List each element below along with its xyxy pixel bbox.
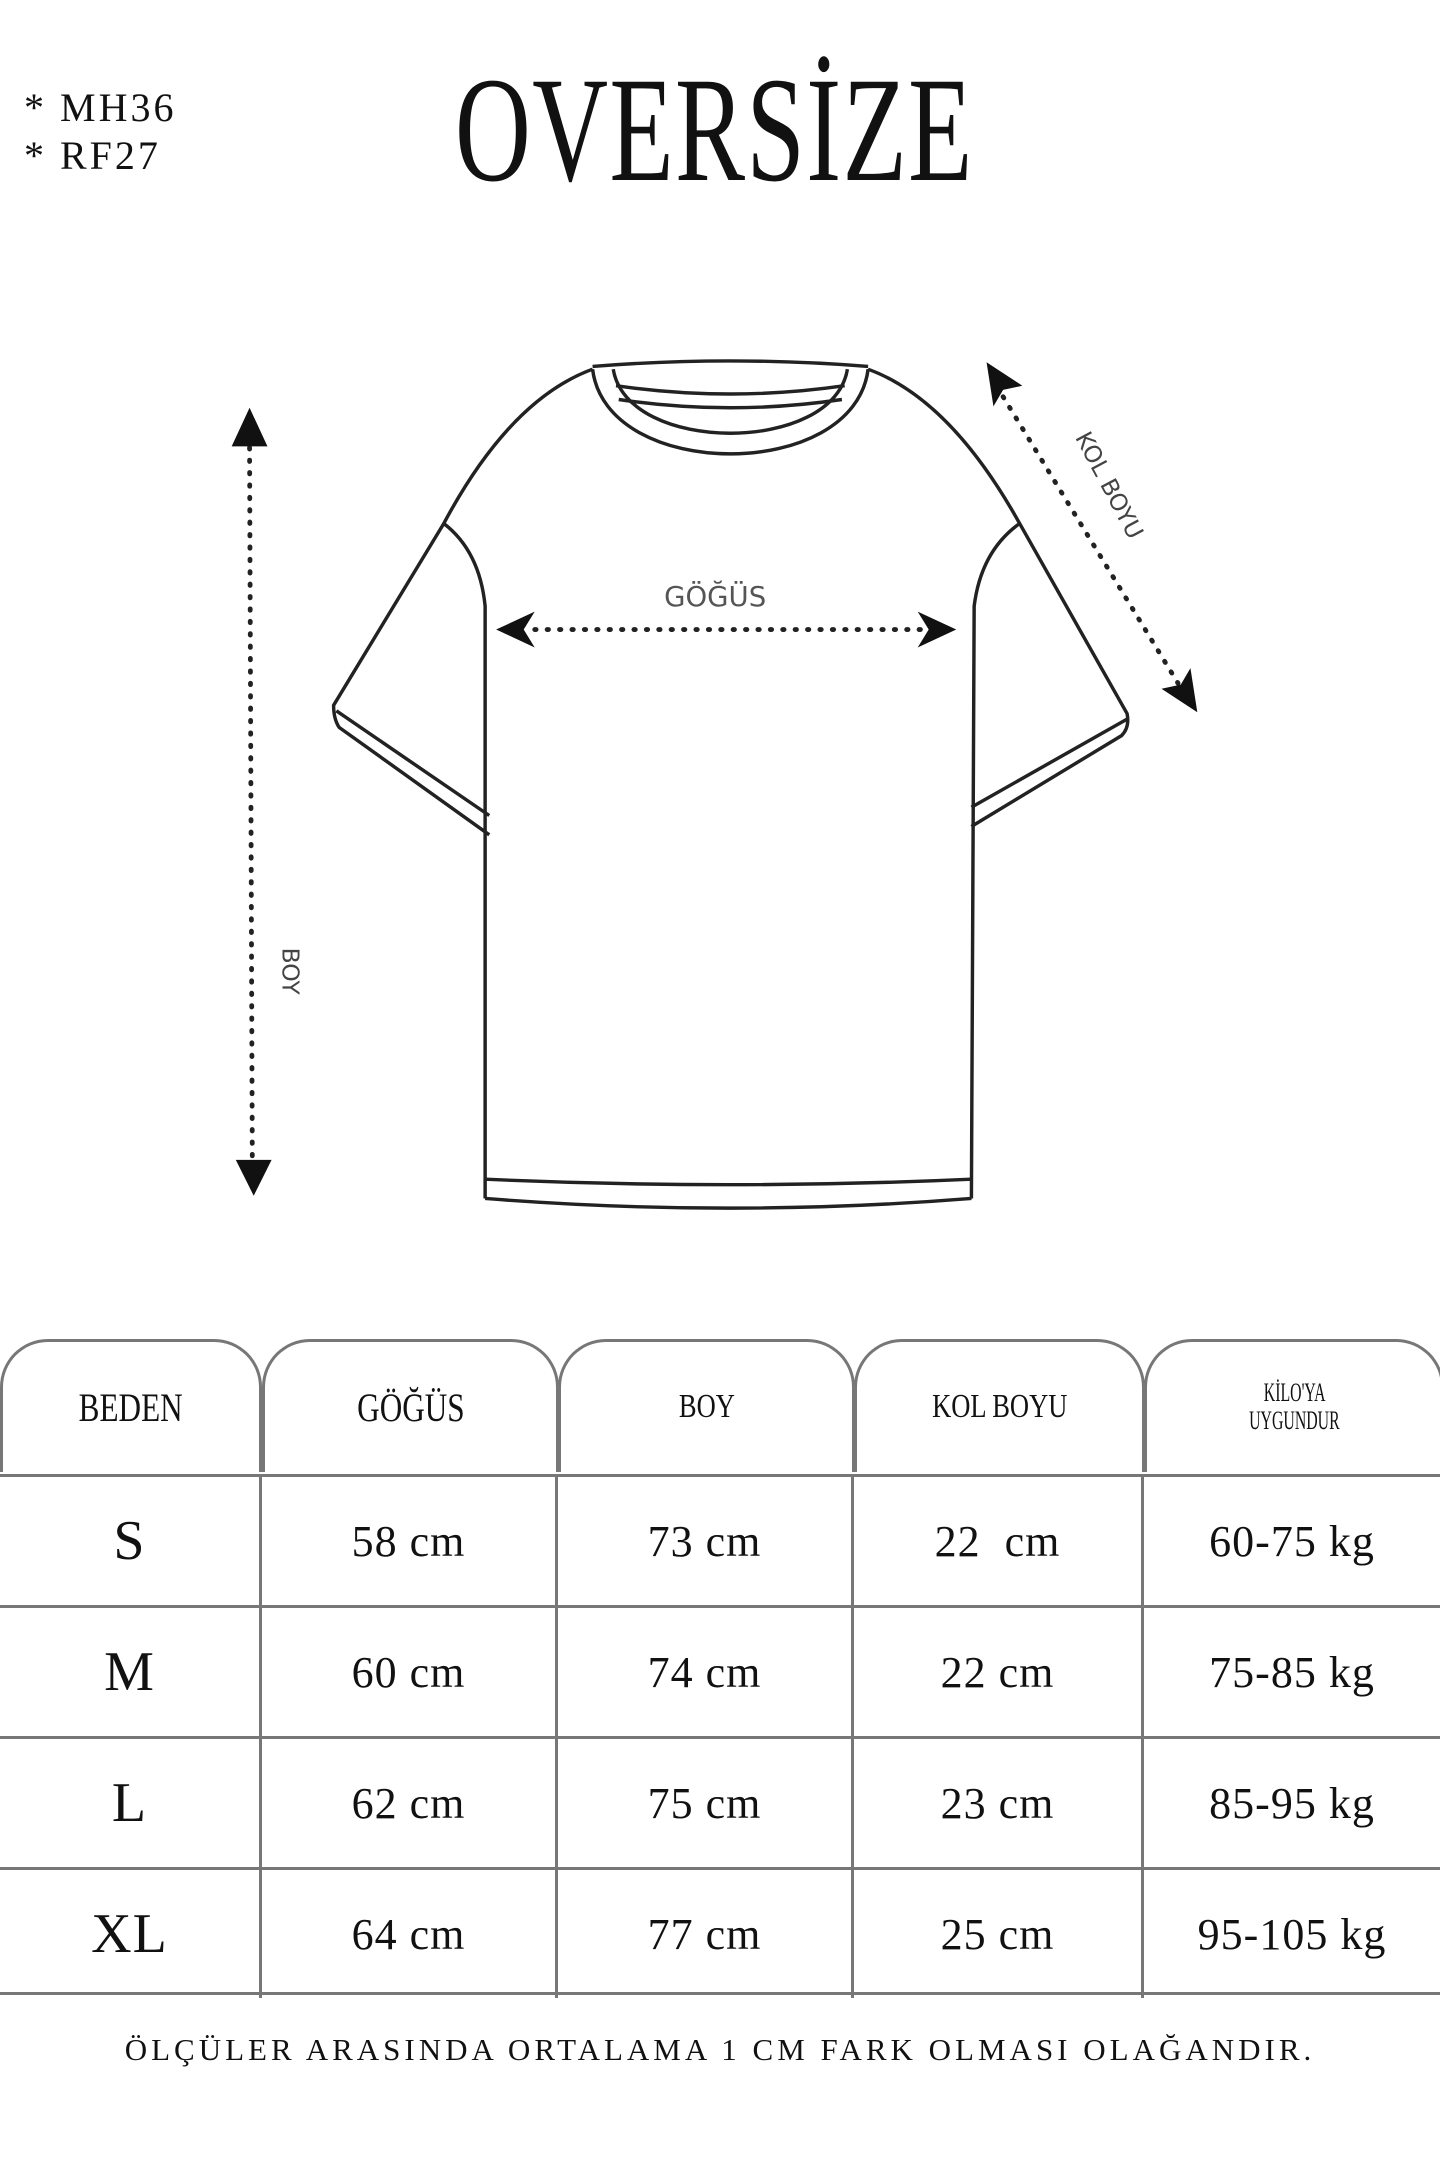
arrow-down-right-icon xyxy=(1161,668,1198,713)
column-header-weight: KİLO'YA UYGUNDUR xyxy=(1144,1339,1440,1472)
table-bottom-border xyxy=(0,1992,1440,1995)
column-header-sleeve: KOL BOYU xyxy=(854,1339,1145,1472)
table-row: S 58 cm 73 cm 22 cm 60-75 kg xyxy=(0,1474,1440,1605)
cell-length: 77 cm xyxy=(558,1870,854,1998)
cell-length: 74 cm xyxy=(558,1608,854,1736)
cell-sleeve: 23 cm xyxy=(854,1739,1144,1867)
header-text-line: KİLO'YA xyxy=(1263,1378,1325,1407)
tshirt-outline xyxy=(331,359,1130,1210)
header-text: GÖĞÜS xyxy=(356,1384,465,1430)
cell-length: 75 cm xyxy=(558,1739,854,1867)
cell-size: L xyxy=(0,1739,262,1867)
table-row: L 62 cm 75 cm 23 cm 85-95 kg xyxy=(0,1736,1440,1867)
cell-sleeve: 22 cm xyxy=(854,1608,1144,1736)
cell-sleeve: 22 cm xyxy=(854,1477,1144,1605)
header-text: KİLO'YA UYGUNDUR xyxy=(1236,1379,1352,1435)
cell-sleeve: 25 cm xyxy=(854,1870,1144,1998)
column-header-length: BOY xyxy=(558,1339,855,1472)
arrow-down-icon xyxy=(235,1159,272,1196)
cell-size: XL xyxy=(0,1870,262,1998)
chest-label: GÖĞÜS xyxy=(664,579,766,613)
page-title-text: OVERSİZE xyxy=(455,47,974,213)
header-text: BOY xyxy=(678,1388,735,1425)
header-text: KOL BOYU xyxy=(931,1388,1068,1425)
column-header-size: BEDEN xyxy=(0,1339,262,1472)
measurement-note: ÖLÇÜLER ARASINDA ORTALAMA 1 CM FARK OLMA… xyxy=(124,2032,1316,2067)
cell-weight: 60-75 kg xyxy=(1209,1516,1375,1566)
cell-chest: 58 cm xyxy=(262,1477,558,1605)
page-title: OVERSİZE xyxy=(455,47,1003,213)
length-arrow xyxy=(231,407,272,1196)
header-text-line: UYGUNDUR xyxy=(1248,1406,1340,1435)
cell-chest: 60 cm xyxy=(262,1608,558,1736)
table-header: BEDEN GÖĞÜS BOY KOL BOYU KİLO'YA UYGUNDUR xyxy=(0,1339,1440,1474)
arrow-up-icon xyxy=(231,407,268,447)
product-code: * MH36 xyxy=(24,85,177,130)
cell-chest: 62 cm xyxy=(262,1739,558,1867)
cell-weight: 95-105 kg xyxy=(1197,1909,1387,1959)
cell-size: S xyxy=(0,1477,262,1605)
table-row: M 60 cm 74 cm 22 cm 75-85 kg xyxy=(0,1605,1440,1736)
table-row: XL 64 cm 77 cm 25 cm 95-105 kg xyxy=(0,1867,1440,1998)
arrow-left-icon xyxy=(496,611,535,648)
sleeve-arrow xyxy=(986,362,1198,713)
chest-arrow xyxy=(496,611,957,648)
cell-weight: 85-95 kg xyxy=(1209,1778,1375,1828)
column-header-chest: GÖĞÜS xyxy=(262,1339,559,1472)
length-label: BOY xyxy=(277,948,305,996)
cell-length: 73 cm xyxy=(558,1477,854,1605)
product-codes: * MH36 * RF27 xyxy=(24,84,176,180)
header-text: BEDEN xyxy=(78,1384,183,1430)
cell-size: M xyxy=(0,1608,262,1736)
arrow-up-left-icon xyxy=(986,362,1023,407)
cell-chest: 64 cm xyxy=(262,1870,558,1998)
arrow-right-icon xyxy=(917,611,957,648)
cell-weight: 75-85 kg xyxy=(1209,1647,1375,1697)
product-code: * RF27 xyxy=(24,133,161,178)
